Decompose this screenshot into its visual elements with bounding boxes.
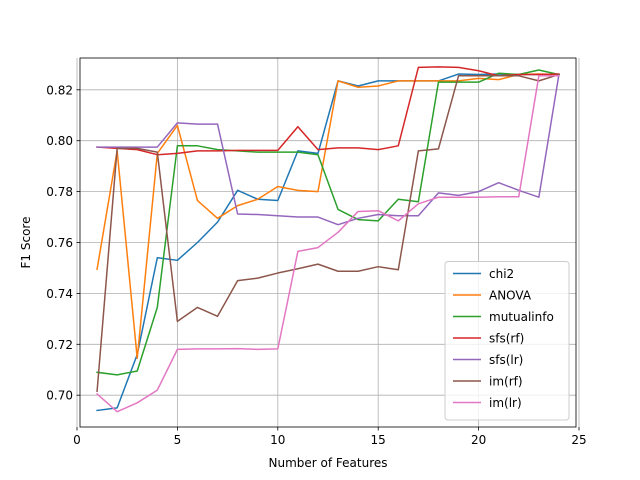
x-tick-label: 5: [174, 433, 182, 447]
legend-label: im(lr): [489, 396, 522, 410]
x-tick-label: 20: [471, 433, 486, 447]
y-tick-label: 0.70: [46, 389, 73, 403]
series-line-sfs(rf): [96, 66, 560, 156]
grid: [76, 58, 580, 427]
y-tick-label: 0.78: [46, 185, 73, 199]
legend-label: sfs(lr): [489, 353, 523, 367]
y-tick-label: 0.74: [46, 287, 73, 301]
series-lines: [96, 66, 560, 413]
legend-label: ANOVA: [489, 289, 532, 303]
x-tick-label: 10: [270, 433, 285, 447]
x-tick-label: 0: [73, 433, 81, 447]
series-line-ANOVA: [96, 73, 560, 360]
legend-label: mutualinfo: [489, 310, 554, 324]
axis-ticks: 0 5 10 15 20 25 0.70 0.72 0.74 0.76 0.78 0.80 0.82: [46, 83, 586, 447]
series-line-chi2: [96, 73, 560, 412]
x-tick-label: 25: [571, 433, 586, 447]
legend-label: chi2: [489, 267, 514, 281]
legend-label: im(rf): [489, 375, 523, 389]
x-axis-label: Number of Features: [269, 456, 388, 470]
y-axis-label: F1 Score: [19, 217, 33, 269]
series-line-mutualinfo: [96, 69, 560, 376]
series-line-sfs(lr): [96, 73, 560, 226]
series-line-im(rf): [96, 73, 560, 393]
y-tick-label: 0.76: [46, 236, 73, 250]
legend: chi2 ANOVA mutualinfo sfs(rf) sfs(lr) im(rf) i…: [444, 261, 570, 421]
x-tick-label: 15: [371, 433, 386, 447]
series-line-im(lr): [96, 75, 560, 413]
y-tick-label: 0.72: [46, 338, 73, 352]
y-tick-label: 0.82: [46, 83, 73, 97]
y-tick-label: 0.80: [46, 134, 73, 148]
legend-label: sfs(rf): [489, 332, 524, 346]
